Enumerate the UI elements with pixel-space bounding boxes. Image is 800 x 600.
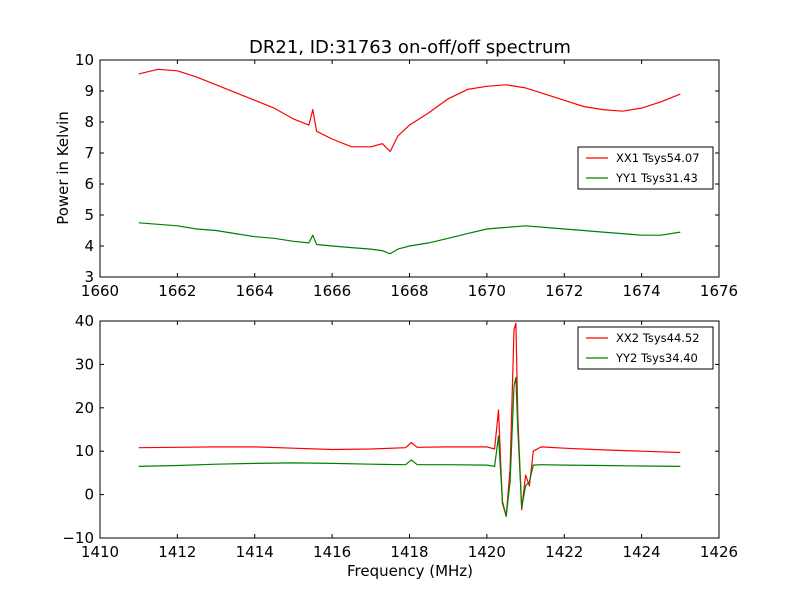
- top-x-ticks: 1660 1662 1664 1666 1668 1670 1672 1674 1676: [81, 60, 738, 300]
- bottom-x-tick-label: 1420: [468, 543, 506, 561]
- bottom-y-tick-label: 40: [75, 312, 94, 330]
- bottom-legend-box: [577, 326, 714, 370]
- top-legend-xx1-label: XX1 Tsys54.07: [616, 151, 700, 165]
- top-x-tick-label: 1672: [545, 282, 583, 300]
- bottom-y-tick-label: 0: [84, 486, 94, 504]
- bottom-y-tick-label: 10: [75, 442, 94, 460]
- bottom-y-tick-label: 20: [75, 399, 94, 417]
- top-y-tick-label: 9: [84, 82, 94, 100]
- top-series-line-yy1: [138, 222, 681, 255]
- bottom-x-tick-label: 1426: [700, 543, 738, 561]
- bottom-legend-xx2-label: XX2 Tsys44.52: [616, 331, 700, 345]
- top-x-tick-label: 1674: [623, 282, 661, 300]
- bottom-series-group: [138, 322, 681, 517]
- bottom-x-tick-label: 1424: [623, 543, 661, 561]
- top-y-ticks: 3 4 5 6 7 8 9 10: [75, 51, 719, 286]
- bottom-y-tick-label: −10: [62, 529, 94, 547]
- top-legend: XX1 Tsys54.07 YY1 Tsys31.43: [577, 146, 714, 190]
- bottom-x-tick-label: 1414: [236, 543, 274, 561]
- top-x-tick-label: 1670: [468, 282, 506, 300]
- top-y-axis-label: Power in Kelvin: [54, 111, 72, 225]
- bottom-x-tick-label: 1416: [313, 543, 351, 561]
- top-y-tick-label: 7: [84, 144, 94, 162]
- top-legend-yy1-label: YY1 Tsys31.43: [615, 171, 698, 185]
- top-x-tick-label: 1660: [81, 282, 119, 300]
- bottom-subplot: 1410 1412 1414 1416 1418 1420 1422 1424 1426 −10…: [62, 312, 738, 580]
- bottom-x-tick-label: 1410: [81, 543, 119, 561]
- top-y-tick-label: 3: [84, 268, 94, 286]
- bottom-series-line-yy2: [138, 376, 681, 517]
- top-y-tick-label: 6: [84, 175, 94, 193]
- bottom-x-axis-label: Frequency (MHz): [347, 562, 473, 580]
- bottom-legend: XX2 Tsys44.52 YY2 Tsys34.40: [577, 326, 714, 370]
- top-y-tick-label: 10: [75, 51, 94, 69]
- top-x-tick-label: 1664: [236, 282, 274, 300]
- top-series-group: [138, 68, 681, 255]
- top-subplot: DR21, ID:31763 on-off/off spectrum 1660 1…: [54, 37, 738, 300]
- top-y-tick-label: 8: [84, 113, 94, 131]
- top-legend-box: [577, 146, 714, 190]
- top-y-tick-label: 4: [84, 237, 94, 255]
- bottom-x-ticks: 1410 1412 1414 1416 1418 1420 1422 1424 1426: [81, 321, 738, 561]
- top-x-tick-label: 1676: [700, 282, 738, 300]
- top-x-tick-label: 1662: [158, 282, 196, 300]
- bottom-x-tick-label: 1418: [390, 543, 428, 561]
- bottom-y-ticks: −10 0 10 20 30 40: [62, 312, 719, 547]
- bottom-legend-yy2-label: YY2 Tsys34.40: [615, 351, 698, 365]
- top-x-tick-label: 1668: [390, 282, 428, 300]
- top-y-tick-label: 5: [84, 206, 94, 224]
- bottom-y-tick-label: 30: [75, 355, 94, 373]
- top-x-tick-label: 1666: [313, 282, 351, 300]
- top-chart-title: DR21, ID:31763 on-off/off spectrum: [249, 37, 571, 58]
- bottom-x-tick-label: 1422: [545, 543, 583, 561]
- top-series-line-xx1: [138, 68, 681, 153]
- bottom-x-tick-label: 1412: [158, 543, 196, 561]
